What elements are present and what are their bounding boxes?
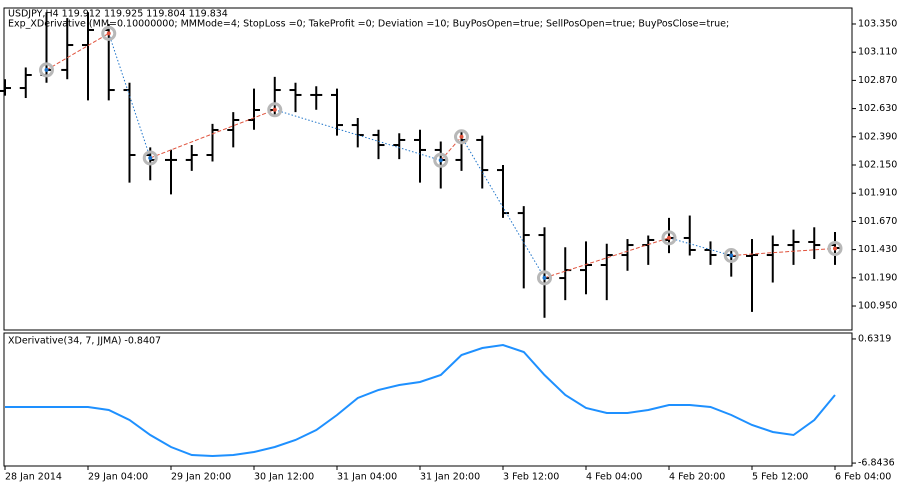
y-tick-label: 102.630 [858,103,897,114]
pivot-dot [667,235,671,240]
zigzag-segment [731,247,836,256]
x-tick-label: 3 Feb 12:00 [503,472,559,483]
x-tick-label: 4 Feb 20:00 [669,472,725,483]
zigzag-segment [461,136,545,279]
pivot-dot [833,246,837,251]
y-tick-label: 102.150 [858,160,897,171]
x-tick-label: 6 Feb 04:00 [835,472,891,483]
zigzag-segment [108,33,151,159]
pivot-ring [142,150,158,166]
pivot-dot [148,155,153,160]
pivot-ring [661,230,677,246]
pivot-dot [438,158,443,163]
x-tick-label: 4 Feb 04:00 [586,472,642,483]
y-tick-label: 103.350 [858,18,897,29]
zigzag-segment [46,32,110,71]
pivot-ring [454,129,469,145]
pivot-dot [459,134,464,139]
pivot-ring [723,247,739,263]
pivot-dot [542,275,547,280]
pivot-ring [537,270,552,286]
zigzag-segment [668,237,732,256]
pivot-dot [44,67,49,72]
indicator-pane [3,332,853,467]
x-tick-label: 29 Jan 20:00 [171,472,231,483]
zigzag-segment [544,237,670,279]
y-tick-label: 101.910 [858,188,897,199]
y-tick-label: 102.390 [858,131,897,142]
y-tick-label: 101.430 [858,244,897,255]
pivot-dot [106,31,111,36]
indicator-line [5,343,836,458]
y-tick-label: 101.190 [858,272,897,283]
pivot-ring [827,240,843,256]
pivot-dot [729,253,734,258]
x-tick-label: 31 Jan 04:00 [337,472,397,483]
y-tick-label: 101.670 [858,216,897,227]
x-tick-label: 28 Jan 2014 [5,472,62,483]
pivot-dot [272,107,277,112]
x-tick-label: 29 Jan 04:00 [88,472,148,483]
pivot-ring [101,25,117,41]
indicator-header: XDerivative(34, 7, JJMA) -0.8407 [8,336,161,347]
x-tick-label: 5 Feb 12:00 [752,472,808,483]
y-tick-label: 103.110 [858,47,897,58]
x-tick-label: 30 Jan 12:00 [254,472,314,483]
price-pane [3,7,853,331]
y-tick-label: 100.950 [858,301,897,312]
y-tick-label: 102.870 [858,75,897,86]
expert-header: Exp_XDerivative (MM=0.10000000; MMMode=4… [8,19,729,30]
x-tick-label: 31 Jan 20:00 [420,472,480,483]
zigzag-segment [150,109,275,159]
symbol-header: USDJPY,H4 119.912 119.925 119.804 119.83… [8,9,228,20]
pivot-ring [433,152,449,168]
y-tick-label: -6.8436 [858,458,895,469]
y-tick-label: 0.6319 [858,333,891,344]
pivot-ring [267,102,283,118]
pivot-ring [39,62,54,78]
zigzag-segment [274,109,441,161]
